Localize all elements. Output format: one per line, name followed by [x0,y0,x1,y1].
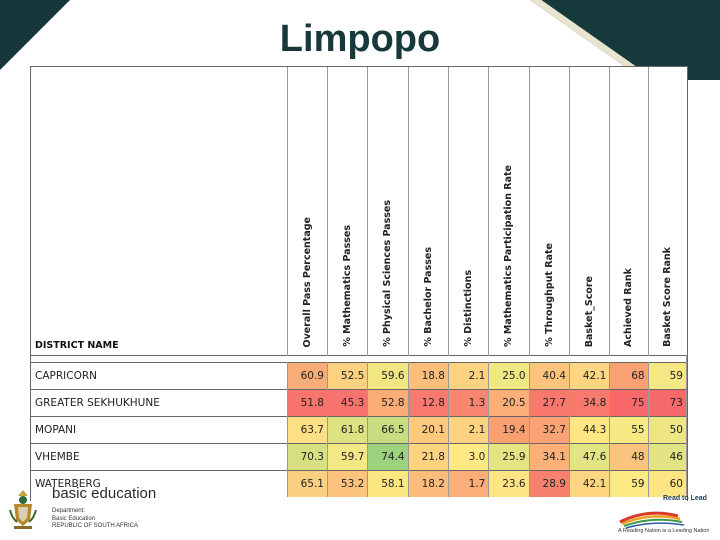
department-line: Department: [52,508,86,514]
table-cell: 34.8 [569,389,611,417]
table-cell: 65.1 [287,470,328,497]
read-to-lead-logo [619,511,685,529]
district-name-header: DISTRICT NAME [31,67,288,356]
table-cell: 12.8 [408,389,449,417]
table-row: WATERBERG 65.1 53.2 58.1 18.2 1.7 23.6 2… [31,470,687,497]
table-cell: 3.0 [448,443,490,471]
table-cell: 42.1 [569,470,611,497]
table-cell: 18.2 [408,470,449,497]
table-cell: 23.6 [488,470,530,497]
table-cell: 2.1 [448,416,490,444]
table-cell: 32.7 [529,416,570,444]
table-cell: 52.8 [367,389,409,417]
department-text: Department: Basic Education REPUBLIC OF … [52,508,138,531]
column-header: % Mathematics Passes [327,67,369,356]
table-cell: 51.8 [287,389,328,417]
brand-name: basic education [52,485,157,502]
table-row: MOPANI 63.7 61.8 66.5 20.1 2.1 19.4 32.7… [31,416,687,444]
district-name: MOPANI [31,416,288,444]
column-header: Overall Pass Percentage [287,67,328,356]
table-row: GREATER SEKHUKHUNE 51.8 45.3 52.8 12.8 1… [31,389,687,417]
table-cell: 70.3 [287,443,328,471]
table-cell: 59 [648,362,687,390]
table-cell: 20.5 [488,389,530,417]
table-cell: 58.1 [367,470,409,497]
spacer-row [31,355,687,363]
read-to-lead-tagline: A Reading Nation is a Leading Nation [618,528,710,534]
table-cell: 19.4 [488,416,530,444]
district-name: CAPRICORN [31,362,288,390]
district-name: WATERBERG [31,470,288,497]
table-cell: 59.7 [327,443,369,471]
table-cell: 44.3 [569,416,611,444]
column-header: % Throughput Rate [529,67,570,356]
table-row: CAPRICORN 60.9 52.5 59.6 18.8 2.1 25.0 4… [31,362,687,390]
table-cell: 68 [609,362,649,390]
table-cell: 52.5 [327,362,369,390]
coat-of-arms-logo [9,490,37,529]
results-table-container: DISTRICT NAME Overall Pass Percentage % … [30,66,688,501]
department-line: REPUBLIC OF SOUTH AFRICA [52,523,139,529]
table-cell: 50 [648,416,687,444]
table-cell: 53.2 [327,470,369,497]
table-cell: 66.5 [367,416,409,444]
table-cell: 48 [609,443,649,471]
header-row: DISTRICT NAME Overall Pass Percentage % … [31,67,687,356]
table-cell: 1.7 [448,470,490,497]
district-name: GREATER SEKHUKHUNE [31,389,288,417]
table-cell: 42.1 [569,362,611,390]
table-row: VHEMBE 70.3 59.7 74.4 21.8 3.0 25.9 34.1… [31,443,687,471]
table-cell: 59 [609,470,649,497]
column-header: % Mathematics Participation Rate [488,67,530,356]
table-cell: 75 [609,389,649,417]
table-cell: 40.4 [529,362,570,390]
read-to-lead-title: Read to Lead [663,495,707,502]
table-cell: 21.8 [408,443,449,471]
table-cell: 47.6 [569,443,611,471]
table-cell: 73 [648,389,687,417]
table-cell: 18.8 [408,362,449,390]
column-header: Basket Score Rank [662,247,674,347]
table-cell: 55 [609,416,649,444]
district-name-label: DISTRICT NAME [35,340,119,351]
table-cell: 45.3 [327,389,369,417]
table-cell: 63.7 [287,416,328,444]
district-name: VHEMBE [31,443,288,471]
table-cell: 2.1 [448,362,490,390]
column-header: Achieved Rank [609,67,649,356]
table-cell: 25.9 [488,443,530,471]
table-cell: 61.8 [327,416,369,444]
table-cell: 25.0 [488,362,530,390]
table-cell: 60.9 [287,362,328,390]
table-cell: 60 [648,470,687,497]
table-cell: 1.3 [448,389,490,417]
department-line: Basic Education [52,515,96,522]
results-table: DISTRICT NAME Overall Pass Percentage % … [31,67,687,497]
column-header: % Bachelor Passes [408,67,449,356]
table-cell: 59.6 [367,362,409,390]
table-cell: 74.4 [367,443,409,471]
column-header: % Physical Sciences Passes [367,67,409,356]
table-cell: 46 [648,443,687,471]
column-header: Basket_Score [569,67,611,356]
page-title: Limpopo [279,18,441,60]
column-header: % Distinctions [448,67,490,356]
table-cell: 27.7 [529,389,570,417]
table-cell: 34.1 [529,443,570,471]
corner-decoration-left [0,0,70,70]
table-cell: 28.9 [529,470,570,497]
table-cell: 20.1 [408,416,449,444]
